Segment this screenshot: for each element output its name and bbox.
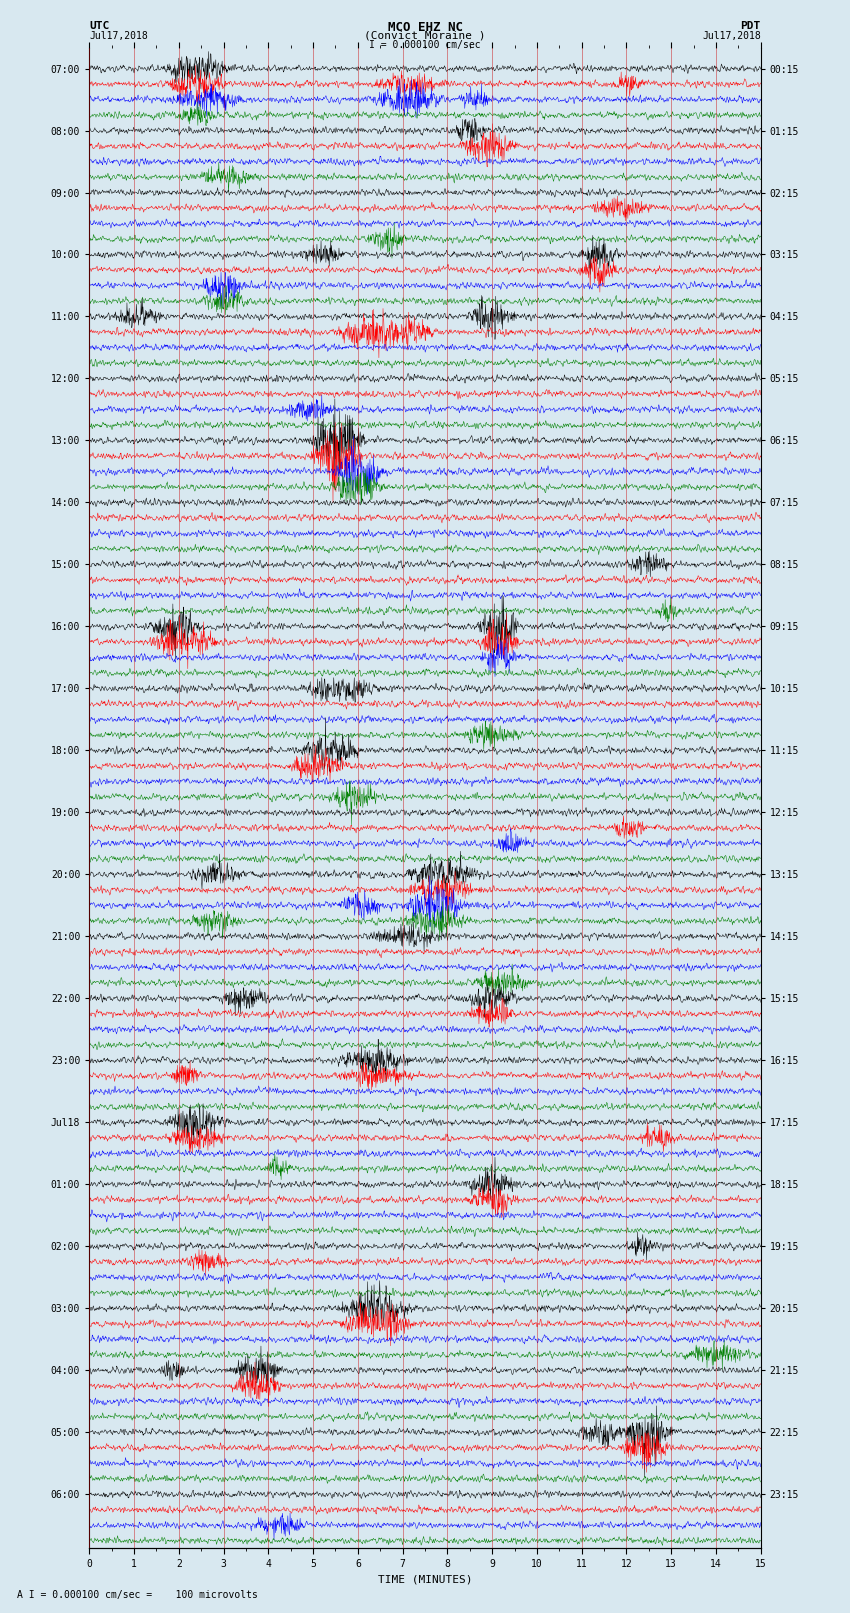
Text: Jul17,2018: Jul17,2018 bbox=[89, 31, 148, 40]
Text: A I = 0.000100 cm/sec =    100 microvolts: A I = 0.000100 cm/sec = 100 microvolts bbox=[17, 1590, 258, 1600]
Text: PDT: PDT bbox=[740, 21, 761, 31]
Text: (Convict Moraine ): (Convict Moraine ) bbox=[365, 31, 485, 40]
X-axis label: TIME (MINUTES): TIME (MINUTES) bbox=[377, 1574, 473, 1584]
Text: UTC: UTC bbox=[89, 21, 110, 31]
Text: Jul17,2018: Jul17,2018 bbox=[702, 31, 761, 40]
Text: MCO EHZ NC: MCO EHZ NC bbox=[388, 21, 462, 34]
Text: I = 0.000100 cm/sec: I = 0.000100 cm/sec bbox=[369, 40, 481, 50]
